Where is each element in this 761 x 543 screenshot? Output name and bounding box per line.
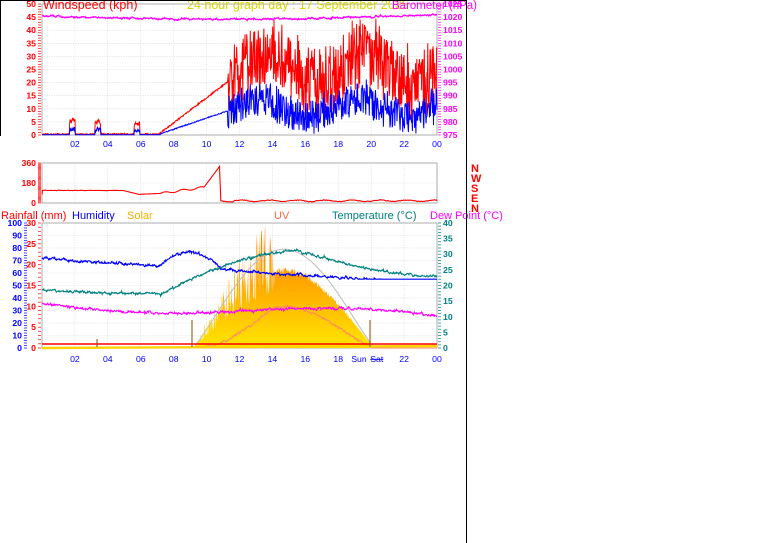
svg-text:100: 100 xyxy=(8,218,23,228)
svg-text:08: 08 xyxy=(169,139,179,149)
svg-text:70: 70 xyxy=(12,256,22,266)
svg-text:10: 10 xyxy=(26,104,36,114)
svg-text:990: 990 xyxy=(443,91,458,101)
svg-text:5: 5 xyxy=(31,322,36,332)
svg-text:16: 16 xyxy=(300,139,310,149)
svg-text:10: 10 xyxy=(202,354,212,364)
svg-text:14: 14 xyxy=(268,354,278,364)
svg-text:20: 20 xyxy=(443,281,453,291)
svg-text:50: 50 xyxy=(26,0,36,9)
svg-text:Sat: Sat xyxy=(370,354,384,364)
svg-text:5: 5 xyxy=(31,117,36,127)
svg-text:25: 25 xyxy=(26,65,36,75)
svg-text:20: 20 xyxy=(26,260,36,270)
svg-text:15: 15 xyxy=(26,281,36,291)
svg-text:0: 0 xyxy=(31,130,36,140)
svg-text:10: 10 xyxy=(443,312,453,322)
svg-text:22: 22 xyxy=(399,354,409,364)
svg-text:20: 20 xyxy=(26,78,36,88)
svg-text:90: 90 xyxy=(12,231,22,241)
svg-text:40: 40 xyxy=(26,25,36,35)
svg-text:60: 60 xyxy=(12,268,22,278)
svg-text:30: 30 xyxy=(26,51,36,61)
svg-text:35: 35 xyxy=(26,38,36,48)
svg-text:25: 25 xyxy=(26,239,36,249)
svg-text:24 hour graph day : 17 Septemb: 24 hour graph day : 17 September 2025 xyxy=(187,0,409,12)
svg-text:20: 20 xyxy=(366,139,376,149)
svg-text:12: 12 xyxy=(235,354,245,364)
svg-text:20: 20 xyxy=(12,318,22,328)
svg-text:10: 10 xyxy=(12,331,22,341)
svg-text:Solar: Solar xyxy=(127,210,153,222)
svg-text:14: 14 xyxy=(268,139,278,149)
svg-text:35: 35 xyxy=(443,234,453,244)
svg-text:00: 00 xyxy=(432,139,442,149)
svg-text:Temperature (°C): Temperature (°C) xyxy=(332,210,416,222)
svg-text:5: 5 xyxy=(443,327,448,337)
svg-text:04: 04 xyxy=(103,139,113,149)
svg-text:16: 16 xyxy=(300,354,310,364)
svg-text:18: 18 xyxy=(333,354,343,364)
svg-text:22: 22 xyxy=(399,139,409,149)
svg-text:360: 360 xyxy=(22,158,37,168)
svg-text:02: 02 xyxy=(70,354,80,364)
svg-text:995: 995 xyxy=(443,78,458,88)
svg-text:12: 12 xyxy=(235,139,245,149)
svg-text:1010: 1010 xyxy=(443,38,462,48)
svg-text:15: 15 xyxy=(26,91,36,101)
svg-text:0: 0 xyxy=(31,343,36,353)
svg-text:18: 18 xyxy=(333,139,343,149)
svg-text:02: 02 xyxy=(70,139,80,149)
svg-text:985: 985 xyxy=(443,104,458,114)
svg-text:1000: 1000 xyxy=(443,65,462,75)
svg-text:10: 10 xyxy=(202,139,212,149)
svg-text:Barometer (hPa): Barometer (hPa) xyxy=(392,0,477,12)
svg-text:10: 10 xyxy=(26,301,36,311)
svg-text:30: 30 xyxy=(26,218,36,228)
svg-text:0: 0 xyxy=(443,343,448,353)
svg-text:Windspeed (kph): Windspeed (kph) xyxy=(43,0,138,12)
svg-text:40: 40 xyxy=(443,218,453,228)
svg-text:06: 06 xyxy=(136,139,146,149)
svg-text:80: 80 xyxy=(12,243,22,253)
svg-text:04: 04 xyxy=(103,354,113,364)
svg-text:30: 30 xyxy=(12,306,22,316)
svg-text:06: 06 xyxy=(136,354,146,364)
svg-text:0: 0 xyxy=(17,343,22,353)
svg-text:45: 45 xyxy=(26,12,36,22)
svg-text:UV: UV xyxy=(274,210,290,222)
svg-text:Humidity: Humidity xyxy=(72,210,115,222)
svg-text:1020: 1020 xyxy=(443,12,462,22)
svg-text:1015: 1015 xyxy=(443,25,462,35)
svg-text:40: 40 xyxy=(12,293,22,303)
svg-text:50: 50 xyxy=(12,281,22,291)
svg-text:180: 180 xyxy=(22,178,37,188)
svg-text:15: 15 xyxy=(443,296,453,306)
svg-text:975: 975 xyxy=(443,130,458,140)
svg-text:1005: 1005 xyxy=(443,51,462,61)
svg-text:08: 08 xyxy=(169,354,179,364)
svg-text:980: 980 xyxy=(443,117,458,127)
svg-text:0: 0 xyxy=(31,198,36,208)
svg-text:30: 30 xyxy=(443,249,453,259)
svg-text:00: 00 xyxy=(432,354,442,364)
svg-text:Sun: Sun xyxy=(351,354,367,364)
svg-text:25: 25 xyxy=(443,265,453,275)
